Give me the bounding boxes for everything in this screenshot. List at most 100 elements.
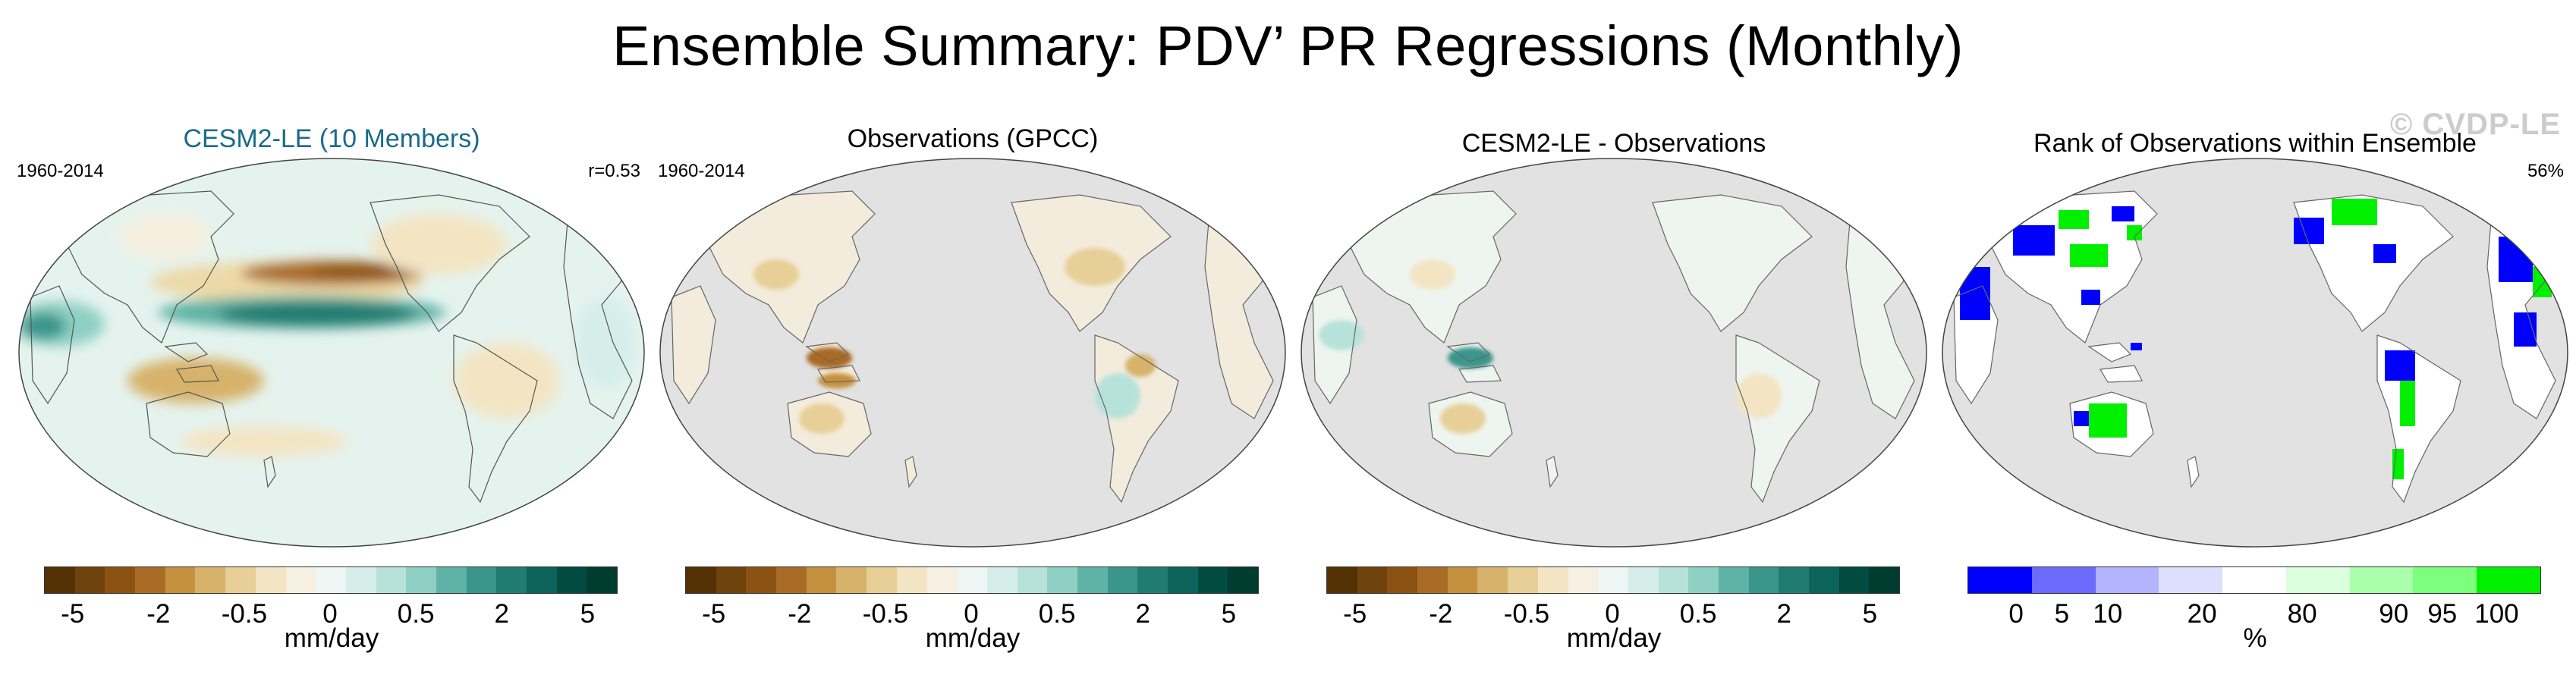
colorbar-swatch: [1107, 567, 1138, 593]
colorbar-swatch: [1197, 567, 1228, 593]
colorbar-swatch: [1417, 567, 1448, 593]
colorbar-swatch: [1718, 567, 1749, 593]
colorbar-swatch: [1477, 567, 1508, 593]
colorbar-tick-label: 2: [494, 599, 509, 629]
colorbar-tick-label: 5: [580, 599, 596, 629]
colorbar-swatch: [1809, 567, 1839, 593]
colorbar-swatch: [1447, 567, 1478, 593]
colorbar-swatch: [1869, 567, 1900, 593]
colorbar-swatch: [1568, 567, 1599, 593]
colorbar-tick-label: -0.5: [862, 599, 909, 629]
colorbar-tick-label: 5: [1221, 599, 1237, 629]
observations-map: [659, 158, 1286, 548]
colorbar-swatch: [466, 567, 497, 593]
rank-colorbar-tick-label: 10: [2093, 599, 2123, 629]
colorbar: [685, 566, 1259, 594]
colorbar-ticks: -5 -2 -0.5 0 0.5 2 5: [1326, 599, 1898, 629]
rank-colorbar-tick-label: 5: [2054, 599, 2070, 629]
colorbar-swatch: [376, 567, 407, 593]
rank-colorbar-tick-label: 20: [2187, 599, 2217, 629]
colorbar-swatch: [776, 567, 807, 593]
colorbar-tick-label: 0: [964, 599, 979, 629]
colorbar-label: mm/day: [1566, 623, 1662, 653]
colorbar-swatch: [1598, 567, 1628, 593]
rank-colorbar-tick-label: 100: [2474, 599, 2519, 629]
colorbar-tick-label: 0: [1605, 599, 1620, 629]
rank-colorbar-label: %: [2243, 623, 2267, 653]
regression-map: [18, 158, 645, 548]
colorbar-swatch: [2095, 567, 2159, 593]
colorbar-swatch: [587, 567, 618, 593]
colorbar-swatch: [556, 567, 587, 593]
colorbar-swatch: [746, 567, 777, 593]
colorbar-swatch: [2031, 567, 2096, 593]
colorbar-swatch: [225, 567, 256, 593]
colorbar-swatch: [345, 567, 376, 593]
colorbar-swatch: [1748, 567, 1779, 593]
correlation-label: r=0.53: [588, 161, 640, 181]
period-label: 1960-2014: [658, 161, 745, 181]
colorbar-tick-label: -2: [1429, 599, 1453, 629]
colorbar-swatch: [867, 567, 897, 593]
colorbar-swatch: [406, 567, 436, 593]
colorbar-swatch: [105, 567, 136, 593]
colorbar-swatch: [1387, 567, 1418, 593]
period-label: 1960-2014: [17, 161, 104, 181]
colorbar-tick-label: 0.5: [397, 599, 435, 629]
colorbar-tick-label: -0.5: [1503, 599, 1550, 629]
colorbar-swatch: [527, 567, 557, 593]
colorbar-swatch: [285, 567, 316, 593]
colorbar-swatch: [2413, 567, 2477, 593]
colorbar-ticks: -5 -2 -0.5 0 0.5 2 5: [44, 599, 616, 629]
panel-title: CESM2-LE (10 Members): [183, 124, 480, 153]
colorbar-swatch: [255, 567, 286, 593]
colorbar-swatch: [1688, 567, 1719, 593]
colorbar-swatch: [806, 567, 837, 593]
colorbar-swatch: [2159, 567, 2223, 593]
difference-map: [1301, 158, 1927, 548]
colorbar-swatch: [1968, 567, 2032, 593]
colorbar-swatch: [165, 567, 196, 593]
colorbar-swatch: [1628, 567, 1659, 593]
colorbar-tick-label: 5: [1862, 599, 1878, 629]
rank-colorbar-tick-label: 95: [2427, 599, 2458, 629]
colorbar-tick-label: 0.5: [1679, 599, 1717, 629]
colorbar-swatch: [1537, 567, 1568, 593]
colorbar-tick-label: -5: [1343, 599, 1367, 629]
colorbar-swatch: [1228, 567, 1259, 593]
colorbar-swatch: [1077, 567, 1108, 593]
colorbar-swatch: [2477, 567, 2541, 593]
colorbar-swatch: [1658, 567, 1689, 593]
rank-map: [1942, 158, 2568, 548]
colorbar-swatch: [1838, 567, 1870, 593]
panel-observations: Observations (GPCC) 1960-2014 -5 -2 -0.5 0 0…: [655, 114, 1291, 675]
colorbar-swatch: [436, 567, 467, 593]
rank-colorbar-tick-label: 80: [2287, 599, 2317, 629]
colorbar-tick-label: 0: [322, 599, 338, 629]
panel-difference: CESM2-LE - Observations -5 -2 -0.5 0 0.5 2 5 m…: [1296, 114, 1932, 675]
percent-label: 56%: [2527, 161, 2564, 181]
colorbar-swatch: [496, 567, 527, 593]
colorbar-tick-label: -5: [61, 599, 85, 629]
rank-colorbar-tick-label: 0: [2008, 599, 2024, 629]
colorbar-tick-label: 0.5: [1038, 599, 1076, 629]
rank-colorbar-ticks: 0 5 10 20 80 90 95 100: [1967, 599, 2540, 629]
panel-title: Observations (GPCC): [847, 124, 1099, 153]
colorbar-swatch: [1779, 567, 1809, 593]
panel-rank: Rank of Observations within Ensemble 56%…: [1937, 108, 2573, 675]
colorbar-swatch: [45, 567, 75, 593]
colorbar-swatch: [1508, 567, 1538, 593]
colorbar-swatch: [2349, 567, 2414, 593]
colorbar-tick-label: -5: [702, 599, 726, 629]
watermark: © CVDP-LE: [2389, 108, 2561, 141]
colorbar-swatch: [836, 567, 867, 593]
figure-title: Ensemble Summary: PDV’ PR Regressions (M…: [612, 14, 1964, 77]
colorbar: [1326, 566, 1900, 594]
colorbar-swatch: [1137, 567, 1168, 593]
colorbar-label: mm/day: [284, 623, 379, 653]
colorbar-swatch: [135, 567, 165, 593]
colorbar-tick-label: -0.5: [221, 599, 268, 629]
colorbar-tick-label: 2: [1776, 599, 1791, 629]
panel-title: CESM2-LE - Observations: [1461, 129, 1766, 158]
colorbar-swatch: [2285, 567, 2350, 593]
